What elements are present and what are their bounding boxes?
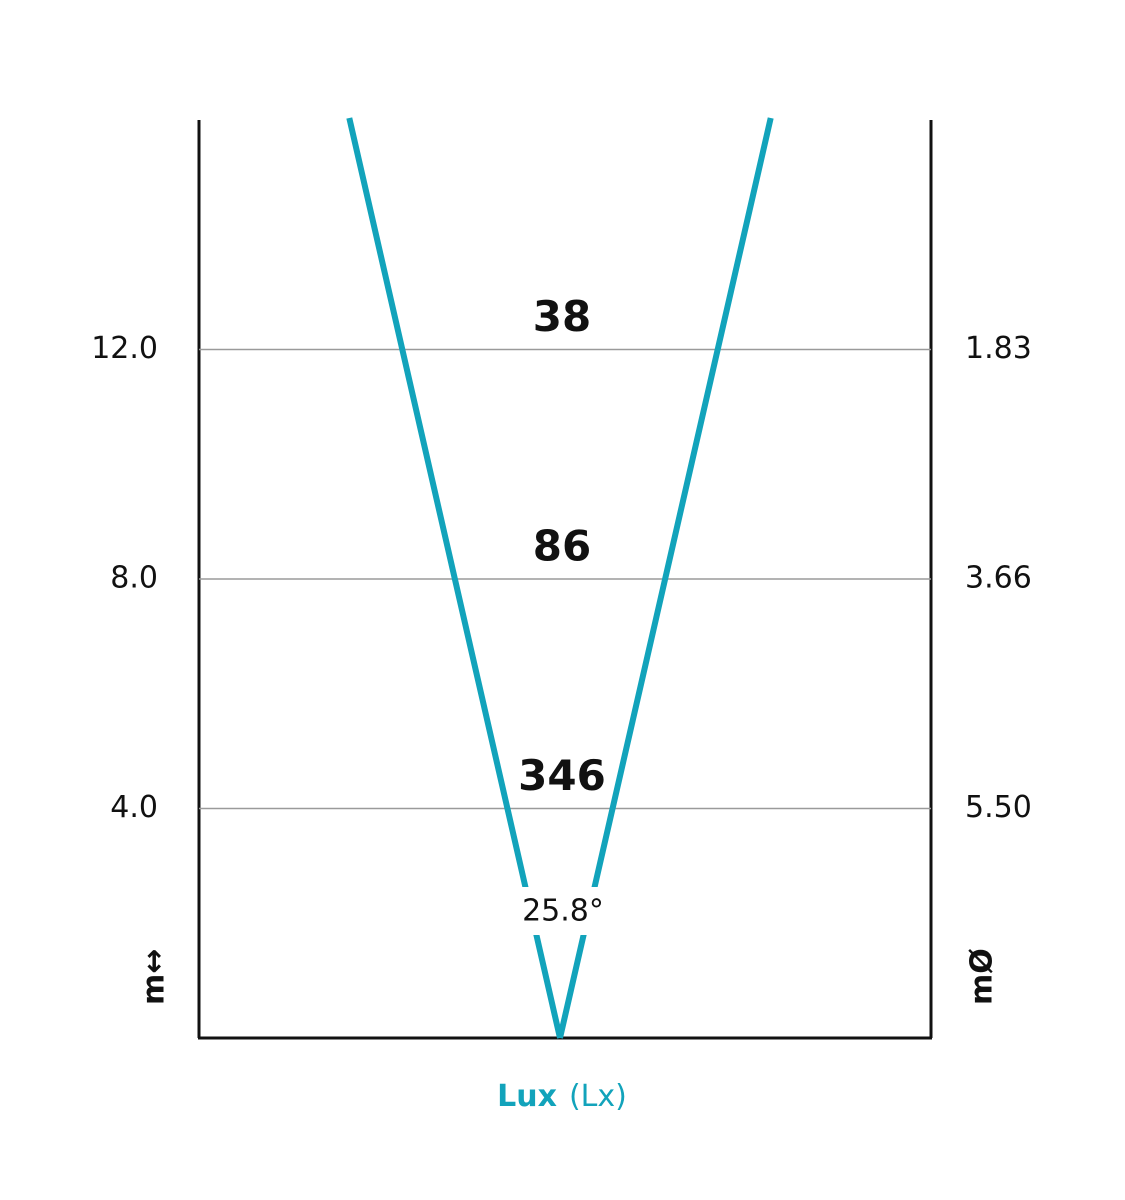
x-unit: (Lx) [569,1079,627,1114]
diameter-label: 3.66 [965,561,1032,596]
y-tick-label: 4.0 [110,790,158,825]
diameter-label: 1.83 [965,331,1032,366]
beam-angle-label: 25.8° [522,894,604,929]
y-axis-label: m↔ [137,949,172,1005]
y2-axis-label: mØ [965,948,1000,1005]
angle-label-background [515,887,605,935]
lux-label: 38 [533,292,591,341]
beam-edge [346,117,563,1039]
diameter-label: 5.50 [965,790,1032,825]
x-label: Lux [497,1079,557,1114]
beam-edge [557,117,774,1039]
lux-label: 346 [518,751,606,800]
y-tick-label: 12.0 [91,331,158,366]
lux-label: 86 [533,522,591,571]
x-axis-label: Lux (Lx) [497,1079,627,1114]
y-tick-label: 8.0 [110,561,158,596]
